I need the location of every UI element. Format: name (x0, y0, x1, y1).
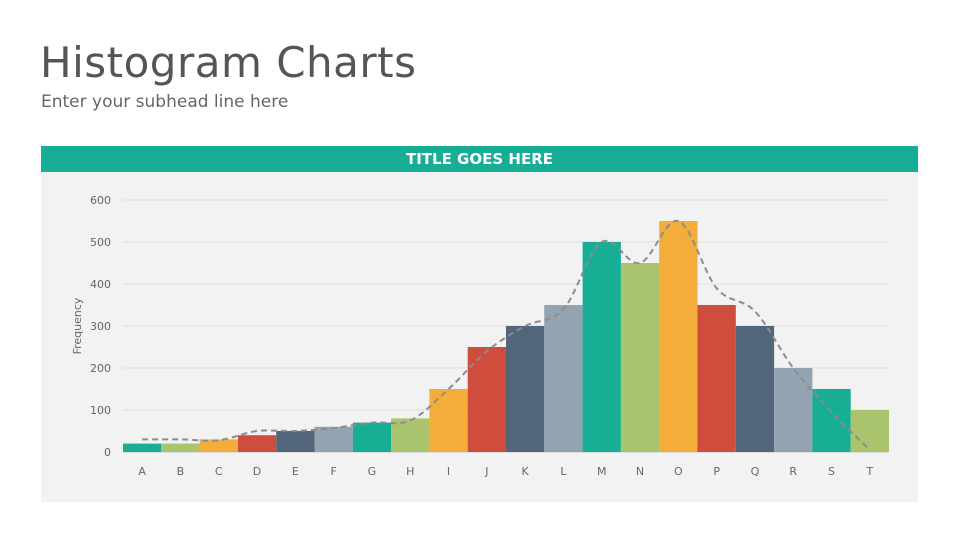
x-tick-label: D (253, 465, 261, 478)
x-tick-label: B (177, 465, 185, 478)
bars (123, 221, 889, 452)
bar (812, 389, 851, 452)
x-tick-label: K (522, 465, 530, 478)
x-tick-label: M (597, 465, 607, 478)
chart-title: TITLE GOES HERE (41, 146, 918, 172)
bar (659, 221, 698, 452)
x-tick-label: O (674, 465, 683, 478)
bar (314, 426, 353, 452)
x-tick-label: F (330, 465, 336, 478)
bar (276, 431, 315, 452)
y-tick-label: 300 (90, 320, 111, 333)
y-tick-label: 200 (90, 362, 111, 375)
x-tick-label: I (447, 465, 450, 478)
bar (774, 368, 813, 452)
x-tick-label: G (368, 465, 377, 478)
y-tick-label: 600 (90, 194, 111, 207)
trend-line (142, 219, 871, 451)
x-tick-label: J (484, 465, 488, 478)
x-tick-label: R (789, 465, 797, 478)
y-axis-label: Frequency (71, 297, 84, 354)
y-tick-label: 100 (90, 404, 111, 417)
x-tick-label: H (406, 465, 414, 478)
bar (506, 326, 545, 452)
x-tick-label: A (138, 465, 146, 478)
bar (544, 305, 583, 452)
y-tick-label: 500 (90, 236, 111, 249)
chart-panel: TITLE GOES HERE 0 100 200 300 400 500 600 A B C D… (41, 146, 918, 502)
bar (352, 422, 392, 452)
x-tick-label: P (713, 465, 720, 478)
bar (199, 439, 238, 452)
bar (123, 443, 162, 452)
slide-subtitle: Enter your subhead line here (41, 92, 289, 112)
slide-title: Histogram Charts (40, 38, 417, 87)
bar (697, 305, 736, 452)
trend-line-group (142, 219, 871, 451)
y-tick-label: 0 (104, 446, 111, 459)
y-tick-label: 400 (90, 278, 111, 291)
x-tick-label: C (215, 465, 223, 478)
x-axis-ticks: A B C D E F G H I J K L M N O P Q R S T (138, 465, 873, 478)
bar (850, 410, 889, 452)
x-tick-label: Q (751, 465, 760, 478)
bar (735, 326, 775, 452)
x-tick-label: N (636, 465, 644, 478)
x-tick-label: L (560, 465, 567, 478)
bar (467, 347, 506, 452)
histogram-chart: 0 100 200 300 400 500 600 A B C D E F G H I J K L M N O P Q R S T… (71, 194, 889, 478)
x-tick-label: E (292, 465, 299, 478)
x-tick-label: S (828, 465, 835, 478)
bar (429, 389, 468, 452)
bar (237, 435, 277, 452)
bar (391, 418, 430, 452)
bar (161, 443, 200, 452)
y-axis-ticks: 0 100 200 300 400 500 600 (90, 194, 111, 459)
bar (582, 242, 621, 452)
x-tick-label: T (865, 465, 873, 478)
bar (620, 263, 660, 452)
